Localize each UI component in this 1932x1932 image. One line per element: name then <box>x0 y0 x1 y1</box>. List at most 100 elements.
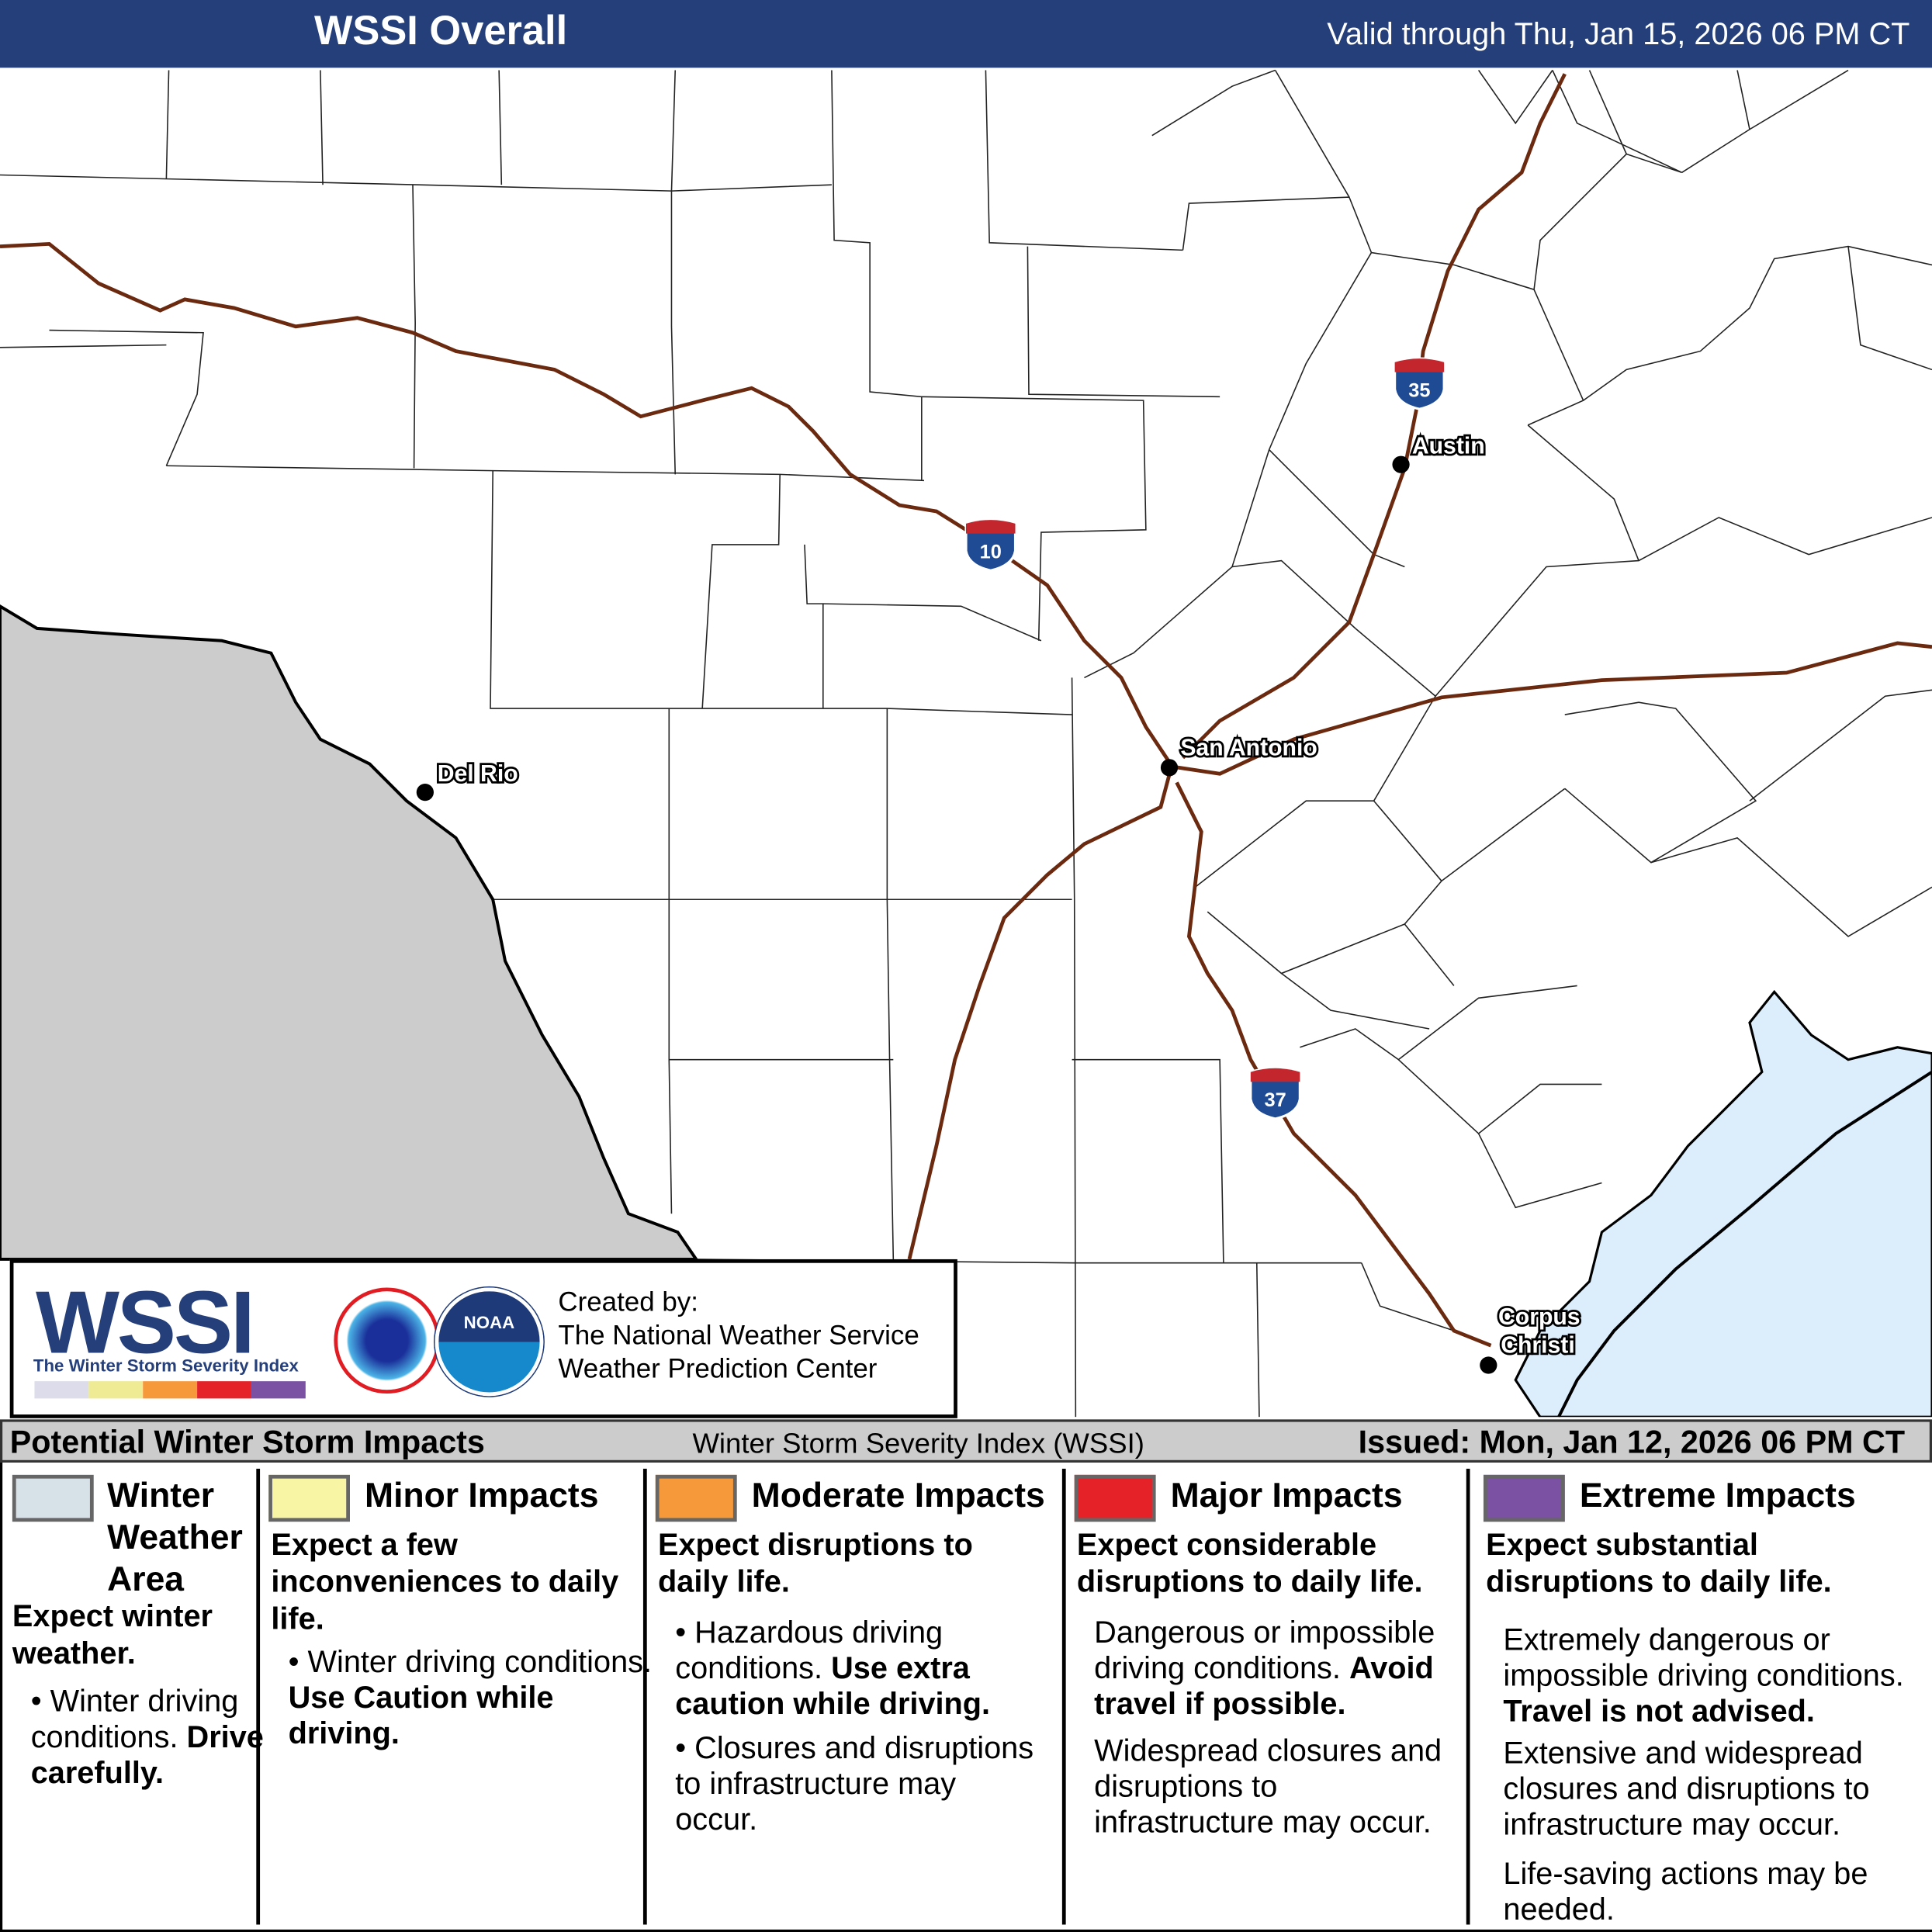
legend-title: Minor Impacts <box>365 1476 599 1515</box>
county-line <box>493 898 894 1061</box>
legend-detail: Extremely dangerous or impossible drivin… <box>1503 1622 1904 1693</box>
barrier-island <box>1557 1070 1932 1418</box>
county-line <box>921 396 1147 641</box>
county-line <box>490 470 1072 715</box>
divider <box>1061 1468 1066 1925</box>
legend-advice: Use Caution while driving. <box>288 1681 554 1751</box>
swatch-minor <box>268 1474 350 1522</box>
divider <box>642 1468 647 1925</box>
created-by: Created by: <box>558 1286 698 1317</box>
noaa-logo: NOAA <box>435 1287 544 1397</box>
credit-text: Created by: The National Weather Service… <box>558 1285 919 1385</box>
county-line <box>1736 70 1750 130</box>
color-swatch <box>197 1381 251 1399</box>
legend-headline: Expect winter weather. <box>12 1599 213 1671</box>
county-line <box>822 603 1042 642</box>
county-line <box>1588 70 1627 154</box>
legend-minor: Minor Impacts Expect a few inconvenience… <box>268 1463 652 1925</box>
legend-title: Extreme Impacts <box>1579 1476 1856 1515</box>
county-line <box>165 70 170 179</box>
legend-title: Winter Weather Area <box>107 1476 243 1598</box>
swatch-major <box>1074 1474 1156 1522</box>
county-line <box>1477 1133 1602 1209</box>
county-line <box>1361 1262 1455 1331</box>
wssi-logo: WSSI <box>36 1274 255 1373</box>
city-marker <box>1160 759 1179 777</box>
swatch-extreme <box>1483 1474 1565 1522</box>
county-line <box>1194 800 1374 888</box>
color-swatch <box>143 1381 198 1399</box>
city-marker <box>1480 1356 1497 1374</box>
county-line <box>0 344 167 348</box>
city-label: Austin <box>1412 433 1485 459</box>
legend-moderate: Moderate Impacts Expect disruptions to d… <box>655 1463 1058 1925</box>
legend-title: Major Impacts <box>1170 1476 1403 1515</box>
color-swatch <box>88 1381 144 1399</box>
interstate-shields: 10 35 37 <box>964 357 1446 1120</box>
gulf-water <box>1514 989 1932 1418</box>
city-label: Del Rio <box>438 761 518 787</box>
issued-time: Issued: Mon, Jan 12, 2026 06 PM CT <box>1358 1423 1906 1460</box>
county-line <box>498 70 503 185</box>
legend-advice: Travel is not advised. <box>1503 1694 1815 1729</box>
legend-title: Moderate Impacts <box>751 1476 1045 1515</box>
county-line <box>668 708 1072 901</box>
map-title: WSSI Overall <box>313 7 568 54</box>
legend-detail-2: Extensive and widespread closures and di… <box>1503 1736 1870 1843</box>
county-line <box>1453 264 1584 426</box>
county-line <box>1207 911 1405 975</box>
impact-legend: Winter Weather Area Expect winter weathe… <box>0 1462 1932 1932</box>
legend-winter-weather: Winter Weather Area Expect winter weathe… <box>12 1474 264 1791</box>
county-line <box>804 544 824 709</box>
county-line <box>0 174 832 192</box>
county-line <box>412 185 416 469</box>
interstate-shield-10: 10 <box>964 518 1017 572</box>
county-line <box>1274 70 1350 198</box>
county-line <box>1071 677 1077 1418</box>
credits-box: WSSI The Winter Storm Severity Index NOA… <box>9 1259 957 1418</box>
county-line <box>886 708 895 1259</box>
county-line <box>1552 70 1682 174</box>
county-line <box>1650 836 1932 937</box>
county-line <box>1231 559 1356 629</box>
interstate-shield-37: 37 <box>1249 1067 1301 1120</box>
shield-number: 10 <box>980 541 1002 563</box>
county-line <box>985 70 1183 251</box>
interstate-line <box>1170 641 1932 776</box>
county-line <box>1355 628 1455 986</box>
interstate-line <box>907 769 1172 1260</box>
legend-detail-2: Closures and disruptions to infrastructu… <box>675 1731 1034 1837</box>
interstate-shield-35: 35 <box>1394 357 1446 410</box>
city-label: Corpus Christi <box>1498 1304 1581 1359</box>
legend-headline: Expect disruptions to daily life. <box>657 1528 973 1600</box>
county-line <box>1533 153 1682 290</box>
swatch-moderate <box>655 1474 737 1522</box>
legend-advice: Avoid travel if possible. <box>1094 1650 1434 1722</box>
swatch-winter-weather <box>12 1474 94 1522</box>
interstate-line <box>0 242 1172 765</box>
county-line <box>701 474 781 709</box>
nws-logo <box>334 1287 440 1394</box>
divider <box>256 1468 261 1925</box>
county-line <box>1749 689 1932 802</box>
header-bar: WSSI Overall Valid through Thu, Jan 15, … <box>0 0 1932 68</box>
legend-headline: Expect a few inconveniences to daily lif… <box>271 1528 619 1636</box>
city-labels: Del Rio San Antonio Austin Corpus Christi <box>416 431 1582 1374</box>
county-line <box>1027 246 1220 398</box>
city-label: San Antonio <box>1180 735 1317 760</box>
legend-headline: Expect considerable disruptions to daily… <box>1076 1528 1423 1600</box>
city-marker <box>1392 455 1410 473</box>
index-name: Winter Storm Severity Index (WSSI) <box>692 1426 1144 1459</box>
county-line <box>668 1059 673 1214</box>
legend-detail: Winter driving conditions. <box>30 1684 239 1755</box>
shield-number: 35 <box>1408 379 1430 401</box>
wssi-logo-subtitle: The Winter Storm Severity Index <box>33 1355 299 1376</box>
county-line <box>1441 788 1566 882</box>
county-line <box>1151 69 1276 137</box>
valid-time: Valid through Thu, Jan 15, 2026 06 PM CT <box>1327 17 1910 52</box>
legend-detail: Hazardous driving conditions. <box>675 1615 943 1686</box>
county-line <box>1072 1058 1224 1263</box>
org-wpc: Weather Prediction Center <box>558 1352 878 1384</box>
city-marker <box>416 783 434 802</box>
